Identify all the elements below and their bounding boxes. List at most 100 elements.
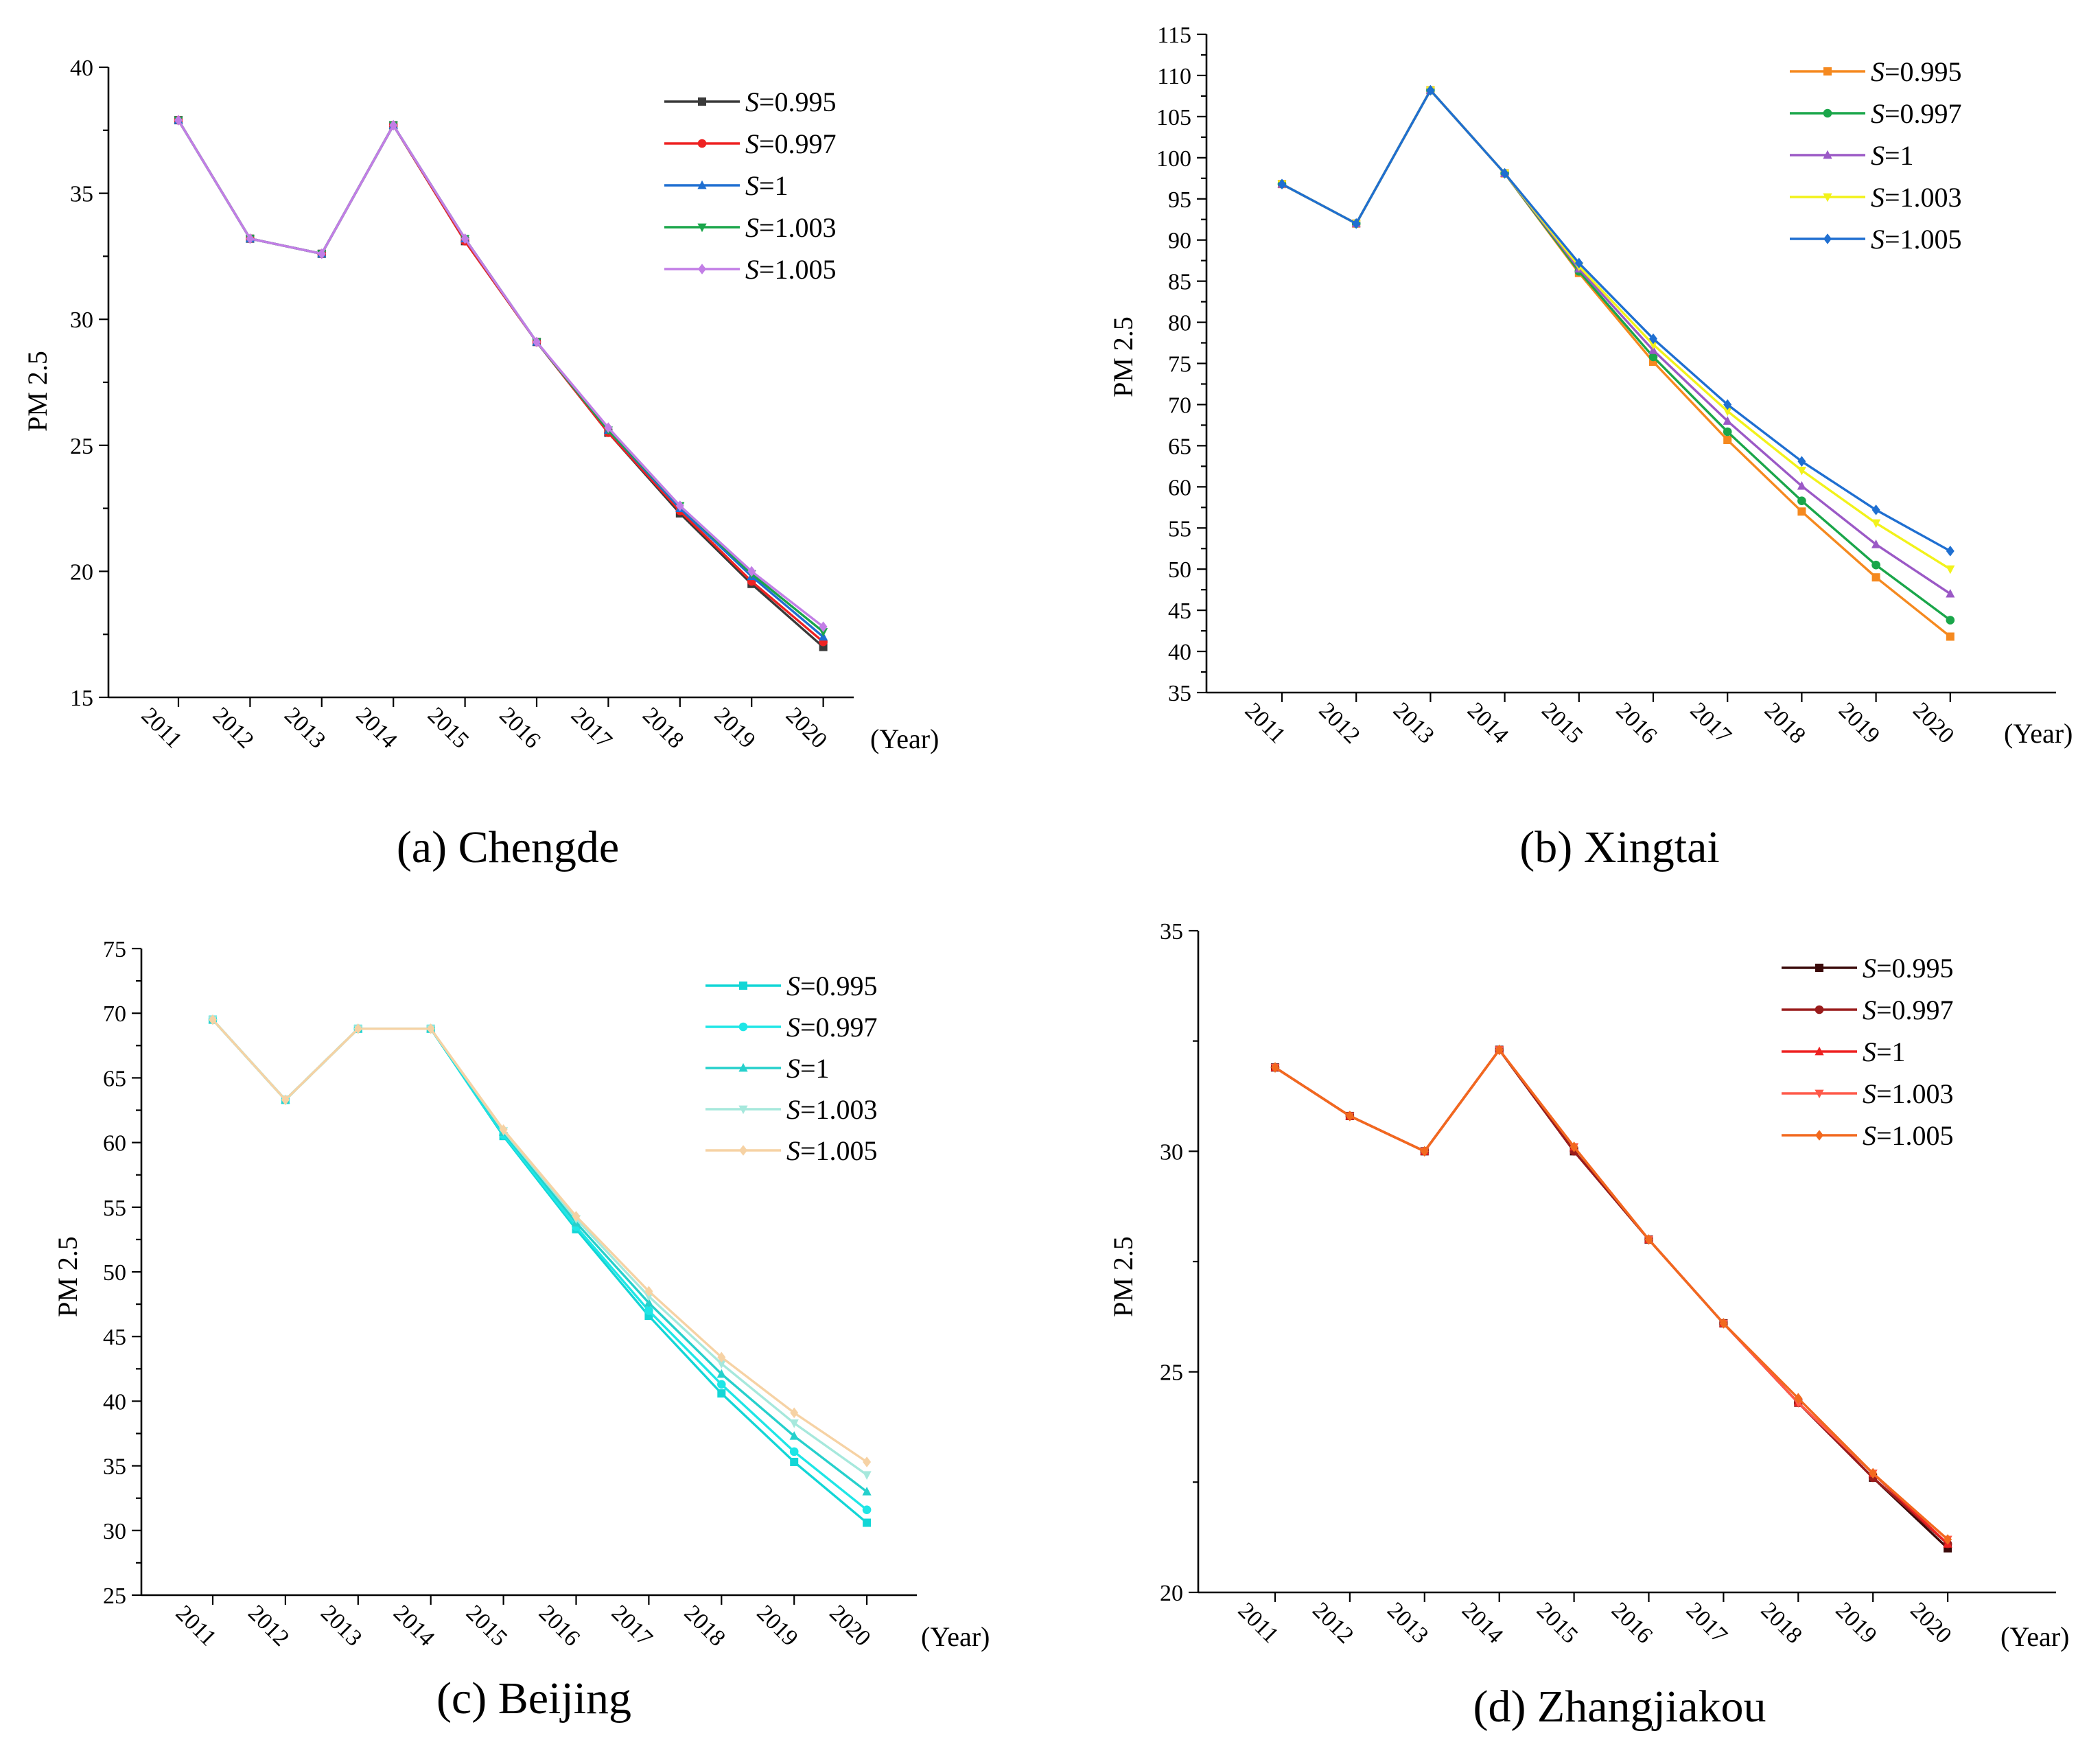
data-point xyxy=(1649,333,1657,345)
series-s-0-997 xyxy=(1270,1045,1952,1548)
y-tick-label: 40 xyxy=(1168,640,1191,665)
series-line xyxy=(211,1018,868,1511)
y-tick-label: 55 xyxy=(1168,516,1191,542)
x-tick-label: 2014 xyxy=(1457,1597,1508,1648)
y-tick-label: 45 xyxy=(1168,599,1191,624)
data-point xyxy=(499,1124,508,1135)
legend-label: S=1.003 xyxy=(1871,182,1962,213)
legend-marker xyxy=(1815,1005,1824,1014)
data-point xyxy=(644,1298,653,1307)
series-s-0-995 xyxy=(1278,86,1955,641)
legend-label: S=0.995 xyxy=(786,971,878,1001)
legend-label: S=1.005 xyxy=(786,1135,878,1166)
y-tick-label: 40 xyxy=(103,1389,126,1415)
data-point xyxy=(209,1014,217,1025)
data-point xyxy=(716,1369,726,1378)
legend-label: S=1 xyxy=(786,1053,830,1084)
data-point xyxy=(1644,1234,1653,1245)
data-point xyxy=(1797,507,1806,516)
data-point xyxy=(1871,504,1880,515)
data-point xyxy=(717,1351,726,1363)
x-tick-label: 2017 xyxy=(1685,697,1736,748)
legend-label: S=0.995 xyxy=(1863,953,1954,984)
series-line xyxy=(177,119,825,634)
y-tick-label: 25 xyxy=(70,434,93,459)
x-tick-label: 2013 xyxy=(1388,697,1439,748)
legend-marker xyxy=(1815,1130,1823,1141)
x-tick-label: 2011 xyxy=(171,1601,221,1651)
data-point xyxy=(1723,416,1732,425)
x-tick-label: 2016 xyxy=(534,1600,585,1651)
x-tick-label: 2015 xyxy=(461,1600,512,1651)
y-tick-label: 75 xyxy=(1168,352,1191,378)
chart-panel-4: 20 25 30 35 2011 2012 2013 2014 2015 2016 2017 2018… xyxy=(1108,919,2069,1732)
chart-panel-3: 25 30 35 40 45 50 55 60 65 70 75 2011 2012 2013 2014 20… xyxy=(52,937,990,1724)
legend-marker xyxy=(1815,1089,1824,1099)
data-point xyxy=(862,1487,872,1496)
y-tick-label: 100 xyxy=(1156,146,1191,172)
series-s-1-005 xyxy=(1271,1044,1952,1545)
legend-marker xyxy=(1815,964,1823,972)
y-tick-label: 70 xyxy=(103,1001,126,1027)
legend-label: S=0.995 xyxy=(745,86,837,117)
legend-marker xyxy=(697,223,707,233)
series-s-1 xyxy=(208,1014,872,1496)
y-tick-label: 110 xyxy=(1157,64,1191,89)
x-tick-label: 2012 xyxy=(1307,1597,1358,1648)
legend-marker xyxy=(1823,233,1832,244)
data-point xyxy=(1797,496,1806,505)
x-tick-label: 2018 xyxy=(1756,1597,1807,1648)
legend-label: S=0.997 xyxy=(1871,98,1962,129)
x-tick-label: 2019 xyxy=(1831,1597,1882,1648)
data-point xyxy=(1723,427,1732,437)
data-point xyxy=(353,1023,362,1034)
data-point xyxy=(1946,616,1955,625)
y-tick-label: 30 xyxy=(70,307,93,333)
data-point xyxy=(819,621,828,632)
data-point xyxy=(1271,1062,1279,1074)
series-s-1-005 xyxy=(209,1014,872,1467)
x-tick-label: 2020 xyxy=(781,702,832,753)
series-line xyxy=(1281,89,1952,553)
y-tick-label: 50 xyxy=(103,1260,126,1286)
x-tick-label: 2011 xyxy=(137,703,187,753)
data-point xyxy=(1871,560,1880,570)
data-point xyxy=(1345,1111,1354,1122)
data-point xyxy=(789,1419,799,1428)
y-tick-label: 35 xyxy=(1168,681,1191,706)
data-point xyxy=(1946,565,1955,575)
series-line xyxy=(1274,1048,1949,1541)
y-tick-label: 25 xyxy=(103,1583,126,1609)
x-tick-label: 2018 xyxy=(638,702,688,753)
data-point xyxy=(1648,340,1658,350)
data-point xyxy=(389,119,398,131)
legend-label: S=1 xyxy=(745,170,789,201)
data-point xyxy=(790,1457,799,1466)
legend-label: S=1.005 xyxy=(1871,224,1962,255)
x-tick-label: 2015 xyxy=(423,702,474,753)
y-tick-label: 35 xyxy=(1160,919,1183,944)
panel-caption: (d) Zhangjiakou xyxy=(1473,1682,1766,1732)
x-tick-label: 2020 xyxy=(824,1600,875,1651)
series-s-0-997 xyxy=(1277,86,1955,625)
data-point xyxy=(1871,539,1881,548)
y-tick-label: 105 xyxy=(1156,105,1191,130)
data-point xyxy=(1797,456,1806,467)
data-point xyxy=(1797,466,1806,476)
x-tick-label: 2017 xyxy=(566,702,617,753)
series-line xyxy=(1281,89,1952,595)
legend-marker xyxy=(739,1145,747,1156)
y-tick-label: 85 xyxy=(1168,270,1191,295)
data-point xyxy=(1352,218,1361,229)
series-line xyxy=(1274,1048,1949,1541)
data-point xyxy=(747,566,756,577)
data-point xyxy=(1723,407,1732,417)
y-tick-label: 20 xyxy=(1160,1581,1183,1606)
legend-label: S=1.003 xyxy=(745,212,837,243)
x-tick-label: 2014 xyxy=(388,1600,439,1651)
legend-marker xyxy=(1823,150,1832,159)
data-point xyxy=(460,233,469,244)
data-point xyxy=(1500,167,1509,179)
data-point xyxy=(1869,1467,1878,1479)
